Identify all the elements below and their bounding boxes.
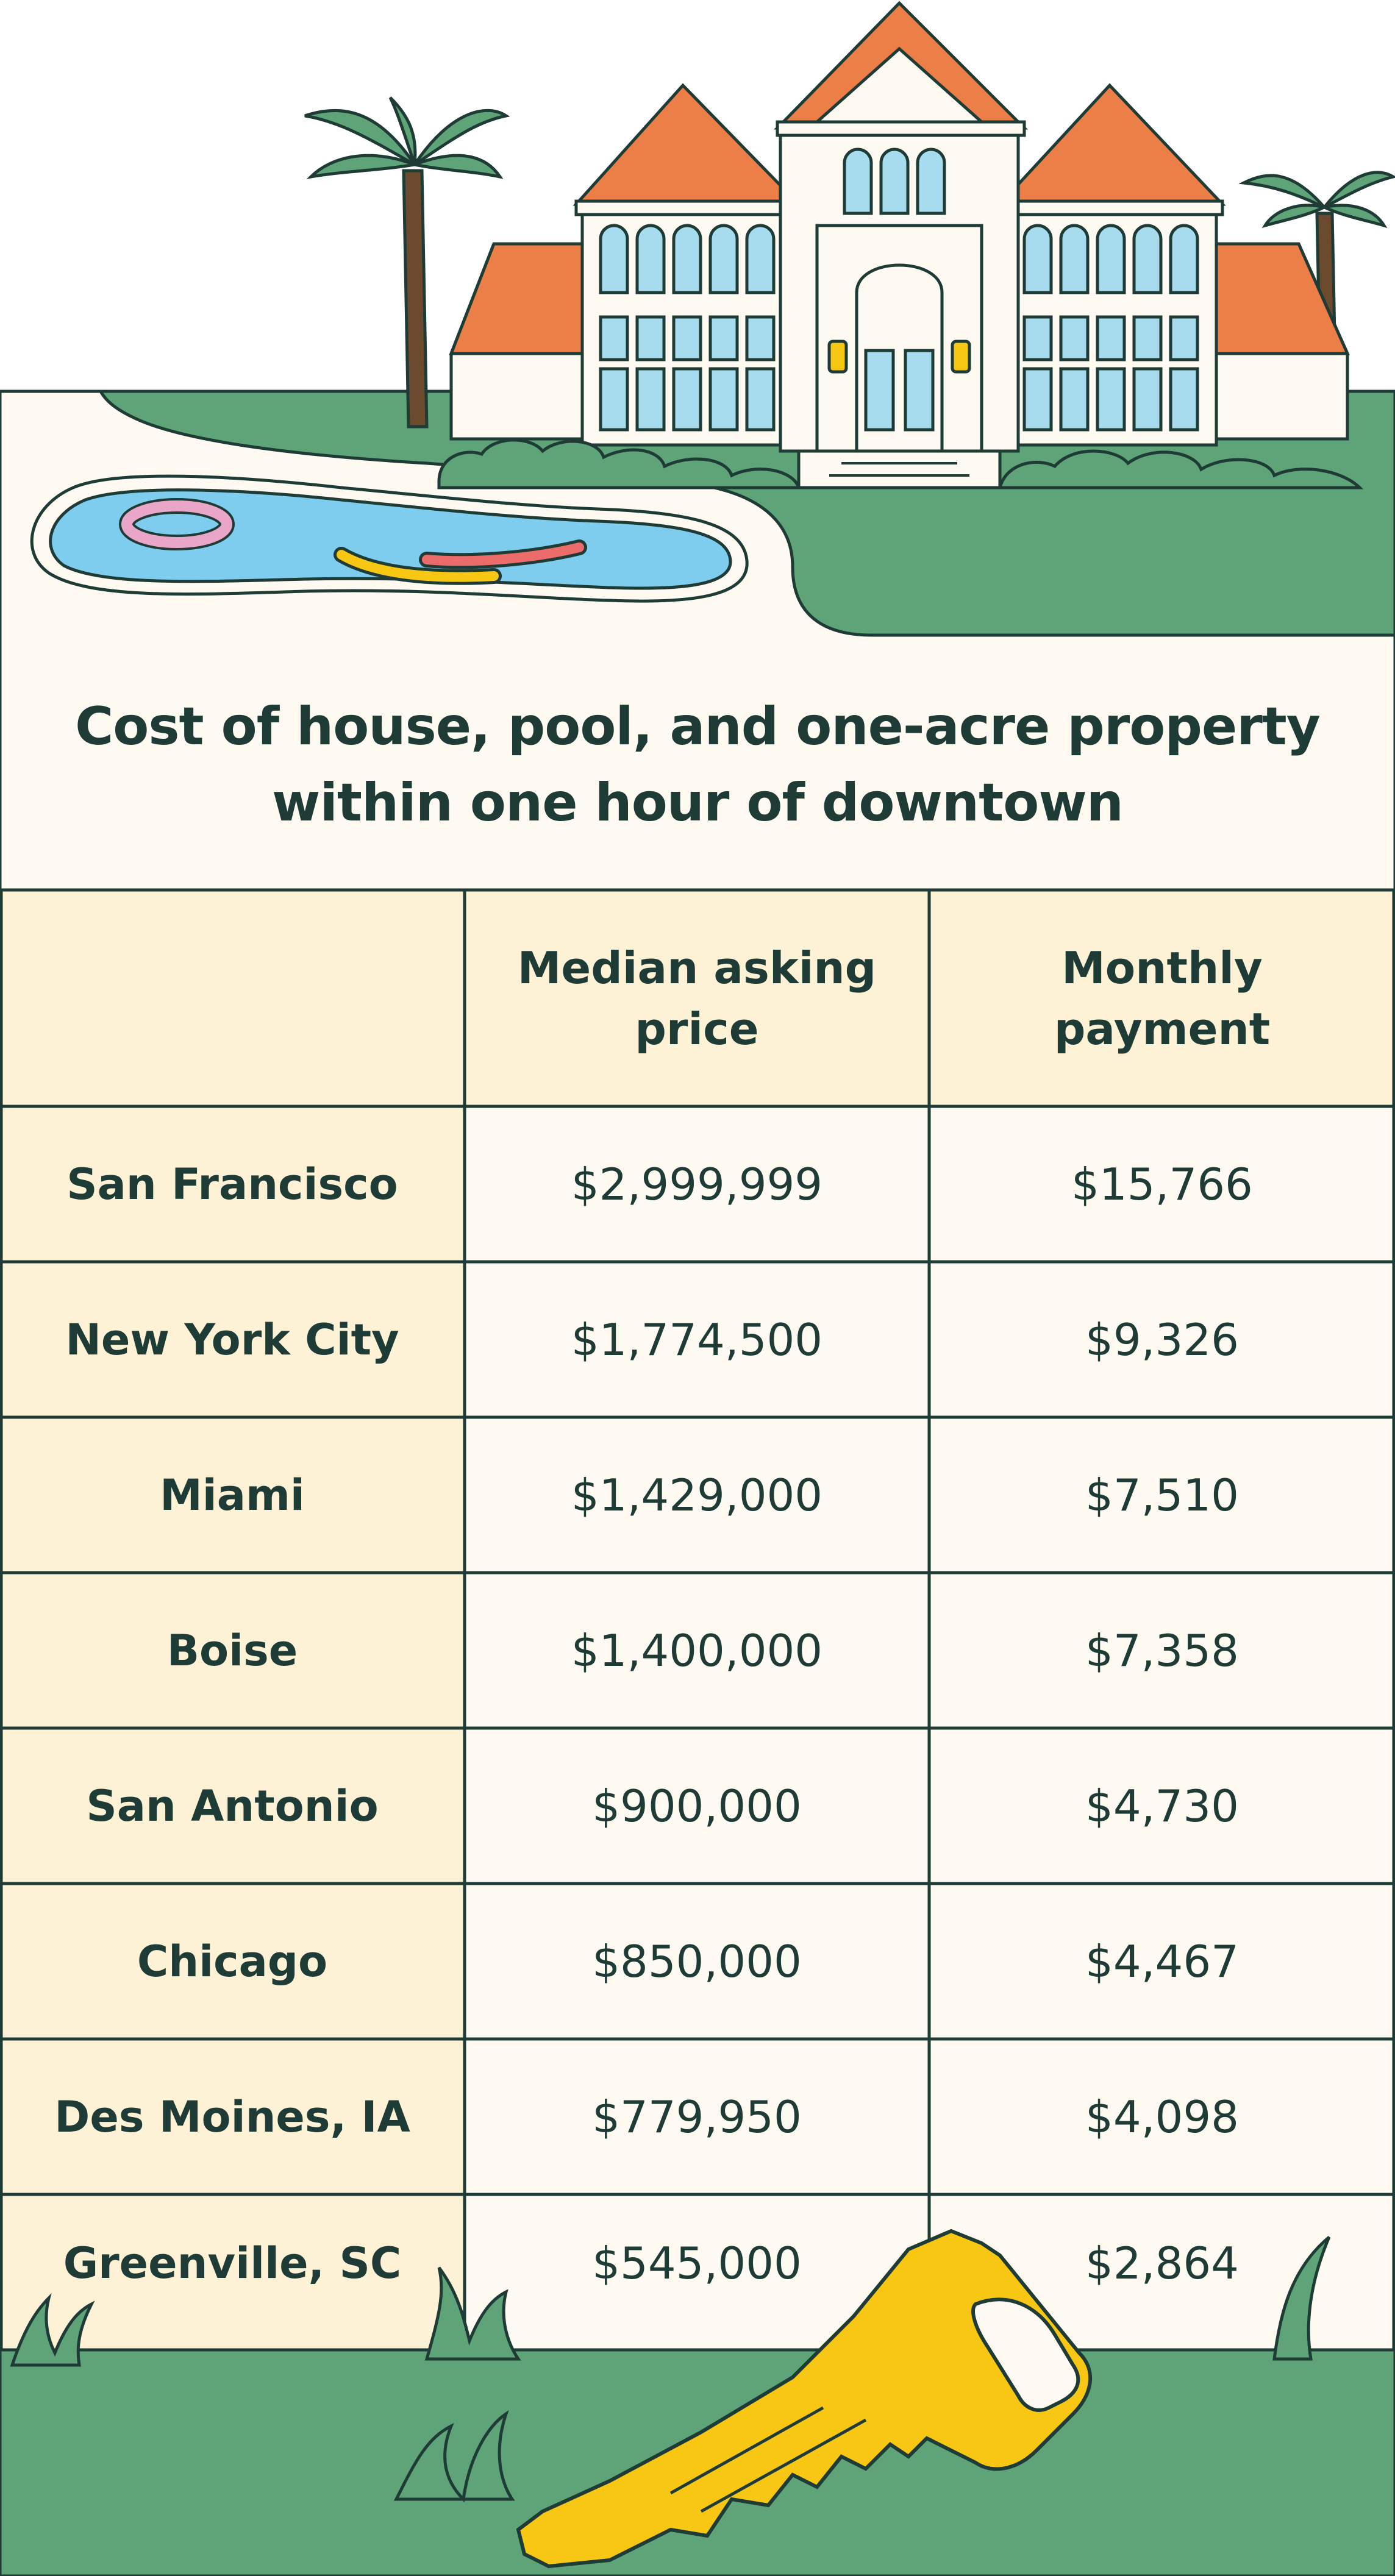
palm-tree-icon — [1238, 171, 1395, 368]
city-cell: San Antonio — [86, 1781, 379, 1831]
price-cell: $900,000 — [592, 1780, 802, 1832]
city-cell: Des Moines, IA — [54, 2091, 410, 2142]
title-line-1: Cost of house, pool, and one-acre proper… — [75, 696, 1321, 757]
price-cell: $1,400,000 — [571, 1624, 823, 1676]
palm-tree-icon — [304, 96, 510, 429]
price-cell: $1,774,500 — [571, 1314, 823, 1365]
price-cell: $850,000 — [592, 1935, 802, 1987]
payment-cell: $2,864 — [1085, 2237, 1239, 2289]
payment-cell: $4,098 — [1085, 2091, 1239, 2143]
column-header-payment: Monthly payment — [929, 890, 1395, 1106]
city-cell: San Francisco — [66, 1159, 398, 1209]
price-cell: $1,429,000 — [571, 1469, 823, 1521]
city-cell: Boise — [166, 1625, 298, 1676]
payment-cell: $9,326 — [1085, 1314, 1239, 1365]
city-cell: Greenville, SC — [63, 2238, 402, 2288]
column-header-payment-line-2: payment — [1054, 1003, 1271, 1055]
city-cell: Miami — [160, 1470, 305, 1520]
payment-cell: $15,766 — [1071, 1158, 1253, 1210]
price-cell: $545,000 — [592, 2237, 802, 2289]
city-cell: Chicago — [137, 1936, 328, 1987]
price-cell: $2,999,999 — [571, 1158, 823, 1210]
column-header-price-line-1: Median asking — [517, 942, 877, 994]
column-header-price: Median asking price — [465, 890, 929, 1106]
column-header-payment-line-1: Monthly — [1061, 942, 1263, 994]
payment-cell: $7,358 — [1085, 1624, 1239, 1676]
payment-cell: $4,467 — [1085, 1935, 1239, 1987]
column-header-price-line-2: price — [635, 1003, 759, 1055]
payment-cell: $7,510 — [1085, 1469, 1239, 1521]
page-title: Cost of house, pool, and one-acre proper… — [0, 689, 1395, 841]
mansion-icon — [437, 1, 1364, 489]
title-line-2: within one hour of downtown — [272, 772, 1124, 833]
payment-cell: $4,730 — [1085, 1780, 1239, 1832]
city-cell: New York City — [65, 1314, 399, 1365]
grass-icon — [10, 2236, 1331, 2503]
price-cell: $779,950 — [592, 2091, 802, 2143]
key-icon — [516, 2229, 1093, 2569]
